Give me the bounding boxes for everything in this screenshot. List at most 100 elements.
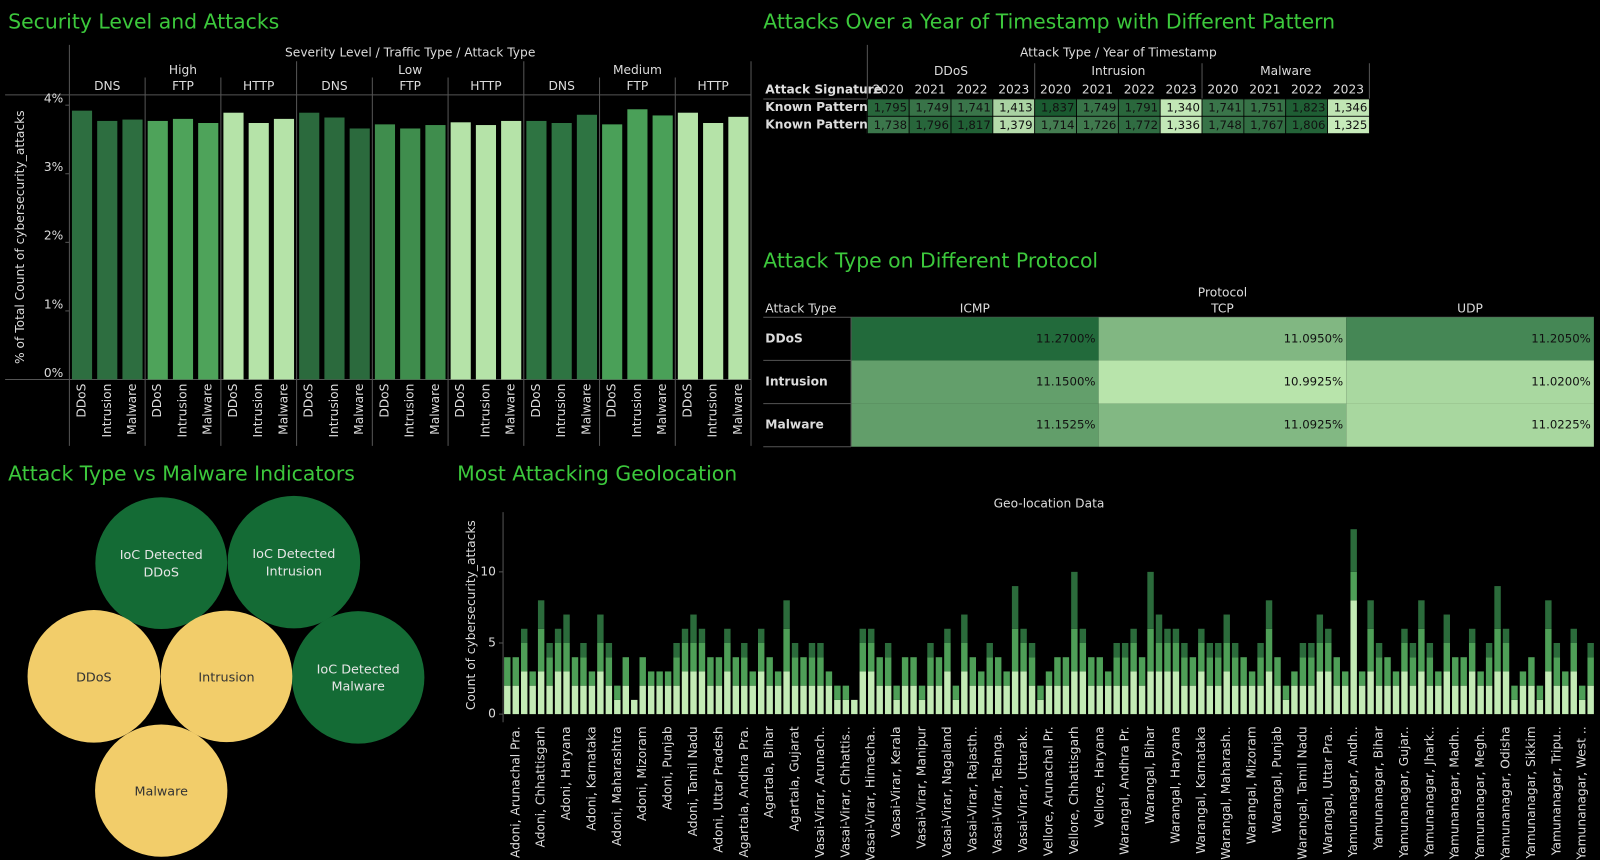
x-tick-label: Adoni, Punjab <box>661 726 675 810</box>
bar-segment <box>927 642 934 658</box>
bar-segment <box>1265 628 1273 672</box>
x-tick-label: Warangal, Karnataka <box>1194 726 1208 854</box>
x-tick-label: Yamunanagar, Odisha <box>1499 726 1513 860</box>
group-label: DDoS <box>934 64 968 78</box>
bar-segment <box>1037 685 1044 700</box>
y-tick-label: 10 <box>480 564 496 578</box>
bar-segment <box>868 628 875 643</box>
bar-segment <box>1054 685 1061 715</box>
bar <box>501 120 522 380</box>
cell-label: 1,823 <box>1292 101 1326 115</box>
bar-segment <box>614 685 621 700</box>
year-label: 2023 <box>998 82 1029 96</box>
bubble <box>291 611 425 744</box>
column-label: ICMP <box>960 302 990 316</box>
bar-segment <box>647 671 655 686</box>
bar-segment <box>783 600 790 629</box>
x-tick-label: Intrusion <box>251 384 265 438</box>
axis-header: Geo-location Data <box>994 496 1105 510</box>
bar-segment <box>1062 657 1070 686</box>
bar-segment <box>1274 685 1281 715</box>
bar-segment <box>961 614 968 643</box>
bar-segment <box>1536 685 1544 700</box>
year-label: 2022 <box>1291 82 1322 96</box>
bar-segment <box>1401 671 1408 715</box>
bar-segment <box>1172 628 1180 643</box>
row-label: DDoS <box>765 331 803 345</box>
bar <box>324 117 345 380</box>
cell <box>1098 403 1347 447</box>
x-tick-label: Agartala, Andhra Pra. <box>737 726 751 857</box>
bar-segment <box>724 628 731 643</box>
bar-segment <box>1130 642 1137 672</box>
cell-label: 10.9925% <box>1284 375 1344 389</box>
bar-segment <box>986 685 993 715</box>
bar-segment <box>1138 685 1146 715</box>
bar-segment <box>1164 628 1171 643</box>
bar-segment <box>597 642 604 672</box>
cell-label: 1,340 <box>1166 101 1200 115</box>
bar-segment <box>656 671 663 686</box>
bar-segment <box>986 657 993 686</box>
x-tick-label: DDoS <box>150 383 164 417</box>
cell-label: 1,767 <box>1250 118 1284 132</box>
x-tick-label: Malware <box>731 384 745 435</box>
bar-segment <box>1028 657 1036 686</box>
x-tick-label: Vasai-Virar, Kerala <box>889 726 903 837</box>
y-tick-label: 0% <box>44 366 63 380</box>
bar-segment <box>1409 642 1417 658</box>
chart-title: Attack Type on Different Protocol <box>763 248 1098 272</box>
x-tick-label: DDoS <box>226 383 240 417</box>
bar-segment <box>1215 642 1222 658</box>
bar-segment <box>1333 685 1340 715</box>
cell-label: 11.0225% <box>1531 418 1591 432</box>
cell-label: 11.2050% <box>1531 331 1591 345</box>
bar-segment <box>1299 642 1307 658</box>
bar-segment <box>1375 642 1383 658</box>
bar <box>677 112 698 380</box>
bar-segment <box>1350 529 1357 572</box>
x-tick-label: Malware <box>201 384 215 435</box>
year-label: 2020 <box>1207 82 1238 96</box>
subgroup-label: HTTP <box>243 79 274 93</box>
bar-segment <box>749 685 756 715</box>
cell-label: 1,741 <box>1208 101 1242 115</box>
x-tick-label: Yamunanagar, Megh.. <box>1473 726 1487 860</box>
bar-segment <box>935 685 943 715</box>
bar-segment <box>1088 657 1095 686</box>
bar-segment <box>1198 628 1205 643</box>
bar-segment <box>546 657 553 686</box>
bar-segment <box>673 642 680 658</box>
bubble-label: Malware <box>134 782 188 799</box>
x-tick-label: Vellore, Haryana <box>1092 726 1106 827</box>
bar-segment <box>1375 685 1383 715</box>
bar-segment <box>1071 628 1078 672</box>
bar-segment <box>1367 628 1374 672</box>
year-label: 2021 <box>1082 82 1113 96</box>
bar-segment <box>1443 642 1450 672</box>
bar-segment <box>1358 671 1366 686</box>
bar-segment <box>588 685 596 715</box>
bar-segment <box>1426 685 1434 715</box>
row-label: Known Pattern B <box>765 117 881 131</box>
bubble-label-box: IoC Detected DDoS <box>120 547 203 580</box>
bar-segment <box>741 642 748 658</box>
bar-segment <box>1570 628 1577 643</box>
x-tick-label: Malware <box>428 384 442 435</box>
bar-segment <box>1257 642 1264 658</box>
x-tick-label: Adoni, Mizoram <box>635 726 649 821</box>
bar-segment <box>994 685 1002 715</box>
bar-segment <box>1342 671 1349 686</box>
bar-segment <box>1189 657 1197 686</box>
bar-segment <box>1494 671 1501 715</box>
bar-segment <box>1198 671 1205 715</box>
bar-segment <box>1020 628 1027 643</box>
chart-title: Attack Type vs Malware Indicators <box>8 462 355 486</box>
bar <box>147 120 168 380</box>
cell-label: 1,791 <box>1125 101 1159 115</box>
bar-segment <box>1147 671 1154 715</box>
bar-segment <box>1071 571 1078 629</box>
bar <box>273 118 295 380</box>
bar-segment <box>724 671 731 715</box>
bar-segment <box>639 685 646 715</box>
